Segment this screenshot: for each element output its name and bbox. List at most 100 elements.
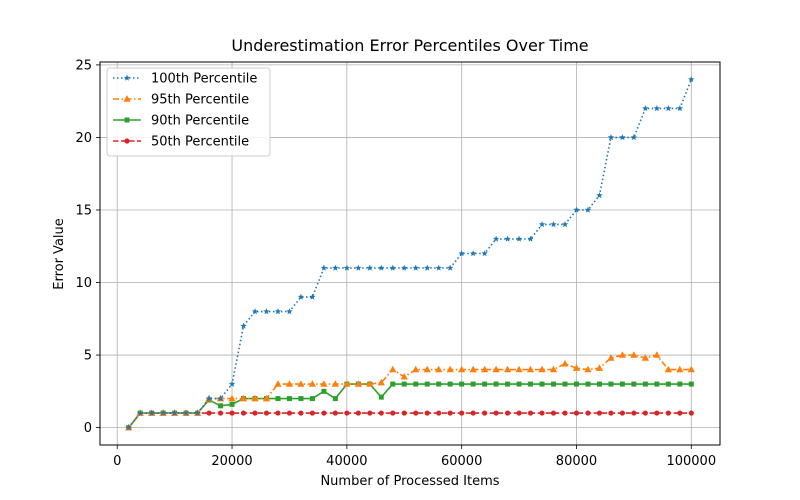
data-point-triangle-marker [572,364,581,371]
data-point-star-marker [596,192,603,199]
data-point-circle-marker [286,410,293,416]
data-point-triangle-marker [584,365,592,373]
series-line [128,79,693,429]
data-point-square-marker [585,381,591,387]
data-point-circle-marker [206,410,212,416]
data-point-star-marker [378,264,385,271]
data-point-circle-marker [539,410,545,416]
data-point-circle-marker [596,410,603,416]
data-point-triangle-marker [297,380,305,387]
data-point-star-marker [182,409,190,416]
data-point-star-marker [412,264,419,271]
data-point-star-marker [527,235,534,242]
data-point-circle-marker [309,410,316,416]
data-point-star-marker [401,264,408,271]
data-point-circle-marker [378,410,384,416]
data-point-star-marker [435,264,442,271]
y-tick-label: 10 [75,276,92,291]
data-point-circle-marker [240,410,247,416]
data-point-circle-marker [124,138,130,144]
data-point-triangle-marker [687,365,695,373]
data-point-star-marker [343,264,351,271]
data-point-triangle-marker [549,365,558,373]
data-point-star-marker [355,264,362,271]
data-point-star-marker [458,250,465,257]
data-point-circle-marker [470,410,476,416]
data-point-star-marker [665,105,672,112]
data-point-circle-marker [367,410,373,416]
data-point-triangle-marker [412,365,420,373]
data-point-square-marker [275,396,281,402]
data-point-star-marker [205,395,213,402]
data-point-star-marker [228,380,236,387]
data-point-circle-marker [275,410,281,416]
data-point-square-marker [551,381,557,387]
data-point-square-marker [631,381,637,387]
data-point-square-marker [470,381,476,387]
data-point-triangle-marker [676,365,684,373]
data-point-star-marker [389,264,397,271]
data-point-star-marker [469,250,477,257]
data-point-star-marker [159,409,167,416]
legend-label: 95th Percentile [151,93,249,108]
data-point-star-marker [481,250,488,257]
y-axis-label: Error Value [52,218,67,290]
data-point-circle-marker [252,410,258,416]
data-point-triangle-marker [274,380,282,387]
data-point-circle-marker [516,410,522,416]
data-point-circle-marker [550,410,557,416]
data-point-triangle-marker [664,365,672,373]
data-point-star-marker [515,235,523,242]
data-point-triangle-marker [251,394,259,402]
legend-item: 95th Percentile [113,93,249,108]
data-series [125,75,695,431]
data-point-star-marker [297,293,305,300]
data-point-star-marker [504,235,511,242]
chart-title: Underestimation Error Percentiles Over T… [231,36,588,55]
data-point-triangle-marker [320,380,328,387]
data-point-star-marker [423,264,431,271]
data-point-triangle-marker [653,351,661,358]
data-point-square-marker [505,381,511,387]
data-point-square-marker [642,381,648,387]
y-tick-label: 20 [75,131,92,146]
data-point-triangle-marker [561,359,569,367]
data-point-triangle-marker [331,380,340,387]
data-point-circle-marker [321,410,327,416]
data-point-triangle-marker [458,365,466,373]
data-point-star-marker [240,322,247,329]
data-point-star-marker [561,221,569,228]
data-point-circle-marker [688,410,694,416]
data-point-triangle-marker [366,380,374,387]
x-axis-label: Number of Processed Items [320,474,499,489]
data-point-square-marker [608,381,614,387]
data-point-star-marker [320,264,328,271]
x-tick-label: 0 [113,454,121,469]
data-point-circle-marker [447,410,453,416]
series-100th-percentile [125,75,695,431]
data-point-circle-marker [459,410,465,416]
data-point-circle-marker [527,410,534,416]
data-point-circle-marker [562,410,568,416]
data-point-triangle-marker [618,351,627,358]
data-point-square-marker [229,401,235,407]
legend-item: 90th Percentile [113,114,249,129]
data-point-star-marker [653,105,661,112]
data-point-triangle-marker [423,365,431,373]
data-point-star-marker [688,75,695,83]
data-point-square-marker [124,117,130,123]
data-point-star-marker [286,308,293,315]
data-point-triangle-marker [480,365,489,373]
data-point-circle-marker [654,410,660,416]
legend-item: 100th Percentile [113,72,257,87]
y-tick-label: 25 [75,58,92,73]
legend-label: 50th Percentile [151,135,249,150]
data-point-square-marker [539,381,545,387]
data-point-triangle-marker [343,380,351,387]
data-point-star-marker [630,134,638,141]
y-tick-label: 5 [84,349,92,364]
data-point-star-marker [263,308,270,315]
data-point-square-marker [332,396,338,402]
data-point-triangle-marker [400,372,408,380]
